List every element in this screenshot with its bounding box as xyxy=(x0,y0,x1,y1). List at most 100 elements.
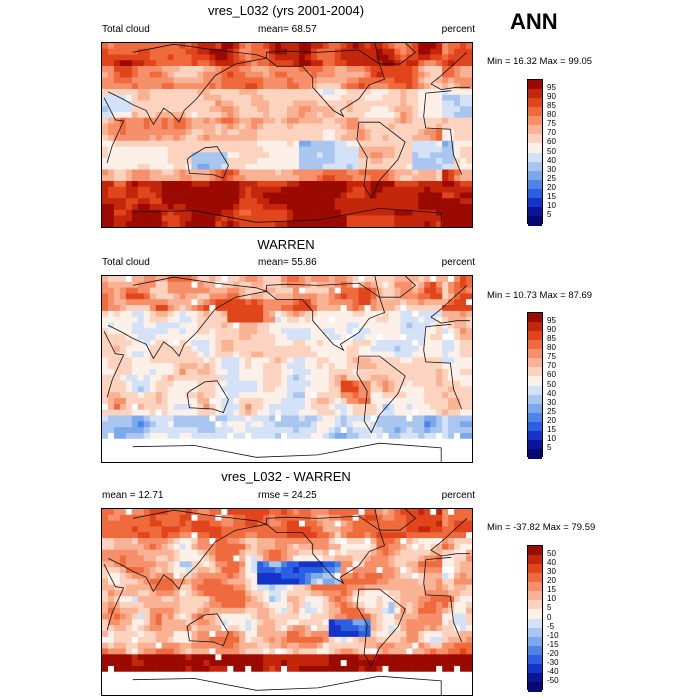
field-cell xyxy=(227,322,234,329)
field-cell xyxy=(209,520,216,528)
panel-2-mean-label: mean= 55.86 xyxy=(258,257,317,268)
field-cell xyxy=(370,334,378,341)
field-cell xyxy=(245,339,252,347)
field-cell xyxy=(167,386,175,393)
field-cell xyxy=(107,374,115,382)
field-cell xyxy=(239,351,246,358)
field-cell xyxy=(358,310,366,318)
field-cell xyxy=(394,520,401,528)
field-cell xyxy=(167,129,175,136)
field-cell xyxy=(281,509,288,516)
field-cell xyxy=(412,339,419,347)
field-cell xyxy=(102,106,109,113)
field-cell xyxy=(316,94,324,102)
field-cell xyxy=(203,561,211,568)
field-cell xyxy=(376,322,384,329)
field-cell xyxy=(406,572,413,580)
field-cell xyxy=(436,100,443,107)
field-cell xyxy=(185,316,193,324)
colorbar-tick-label: 30 xyxy=(547,397,556,407)
field-cell xyxy=(466,43,472,50)
field-cell xyxy=(448,409,455,417)
field-cell xyxy=(370,509,378,516)
field-cell xyxy=(400,421,407,428)
field-cell xyxy=(340,380,348,388)
field-cell xyxy=(424,438,431,446)
field-cell xyxy=(316,293,324,300)
field-cell xyxy=(292,152,300,159)
field-cell xyxy=(191,276,199,283)
field-cell xyxy=(125,369,133,376)
field-cell xyxy=(269,181,276,188)
field-cell xyxy=(119,509,127,516)
field-cell xyxy=(340,409,348,417)
field-cell xyxy=(275,421,282,428)
field-cell xyxy=(310,590,318,597)
field-cell xyxy=(358,374,366,382)
field-cell xyxy=(466,129,472,136)
field-cell xyxy=(221,526,228,533)
field-cell xyxy=(460,549,467,557)
field-cell xyxy=(251,514,258,522)
field-cell xyxy=(227,89,234,96)
field-cell xyxy=(316,456,324,462)
panel-3-map xyxy=(101,508,473,696)
field-cell xyxy=(107,438,115,446)
field-cell xyxy=(287,555,294,562)
field-cell xyxy=(292,450,300,457)
field-cell xyxy=(370,175,378,182)
field-cell xyxy=(221,328,228,335)
field-cell xyxy=(263,89,270,96)
field-cell xyxy=(143,357,151,364)
field-cell xyxy=(269,572,276,580)
field-cell xyxy=(346,60,354,67)
field-cell xyxy=(406,567,413,574)
field-cell xyxy=(287,456,294,462)
field-cell xyxy=(304,186,312,194)
field-cell xyxy=(197,77,205,84)
field-cell xyxy=(185,204,193,211)
field-cell xyxy=(239,83,246,90)
panel-1-title: vres_L032 (yrs 2001-2004) xyxy=(207,3,365,18)
field-cell xyxy=(107,169,115,176)
field-cell xyxy=(310,432,318,440)
field-cell xyxy=(430,380,437,388)
colorbar-tick-label: 40 xyxy=(547,388,556,398)
colorbar-tick-label: 60 xyxy=(547,370,556,380)
field-cell xyxy=(281,398,288,405)
field-cell xyxy=(251,590,258,597)
field-cell xyxy=(197,66,205,73)
field-cell xyxy=(430,60,437,67)
field-cell xyxy=(245,175,252,182)
field-cell xyxy=(239,94,246,102)
field-cell xyxy=(257,386,264,393)
colorbar-tick-label: 75 xyxy=(547,119,556,129)
field-cell xyxy=(149,60,157,67)
field-cell xyxy=(149,398,157,405)
field-cell xyxy=(161,152,169,159)
colorbar-box xyxy=(527,79,543,226)
field-cell xyxy=(304,117,312,125)
field-cell xyxy=(394,135,401,142)
field-cell xyxy=(131,117,139,125)
field-cell xyxy=(102,175,109,182)
field-cell xyxy=(149,77,157,84)
field-cell xyxy=(448,48,455,56)
field-cell xyxy=(113,209,121,217)
field-cell xyxy=(197,421,205,428)
field-cell xyxy=(358,351,366,358)
field-cell xyxy=(352,281,360,289)
field-cell xyxy=(340,305,348,312)
field-cell xyxy=(239,398,246,405)
field-cell xyxy=(358,509,366,516)
field-cell xyxy=(412,509,419,516)
field-cell xyxy=(460,590,467,597)
field-cell xyxy=(394,60,401,67)
field-cell xyxy=(233,374,240,382)
field-cell xyxy=(466,140,472,148)
field-cell xyxy=(376,71,384,79)
field-cell xyxy=(370,135,378,142)
field-cell xyxy=(292,438,300,446)
field-cell xyxy=(388,374,396,382)
field-cell xyxy=(143,584,151,591)
